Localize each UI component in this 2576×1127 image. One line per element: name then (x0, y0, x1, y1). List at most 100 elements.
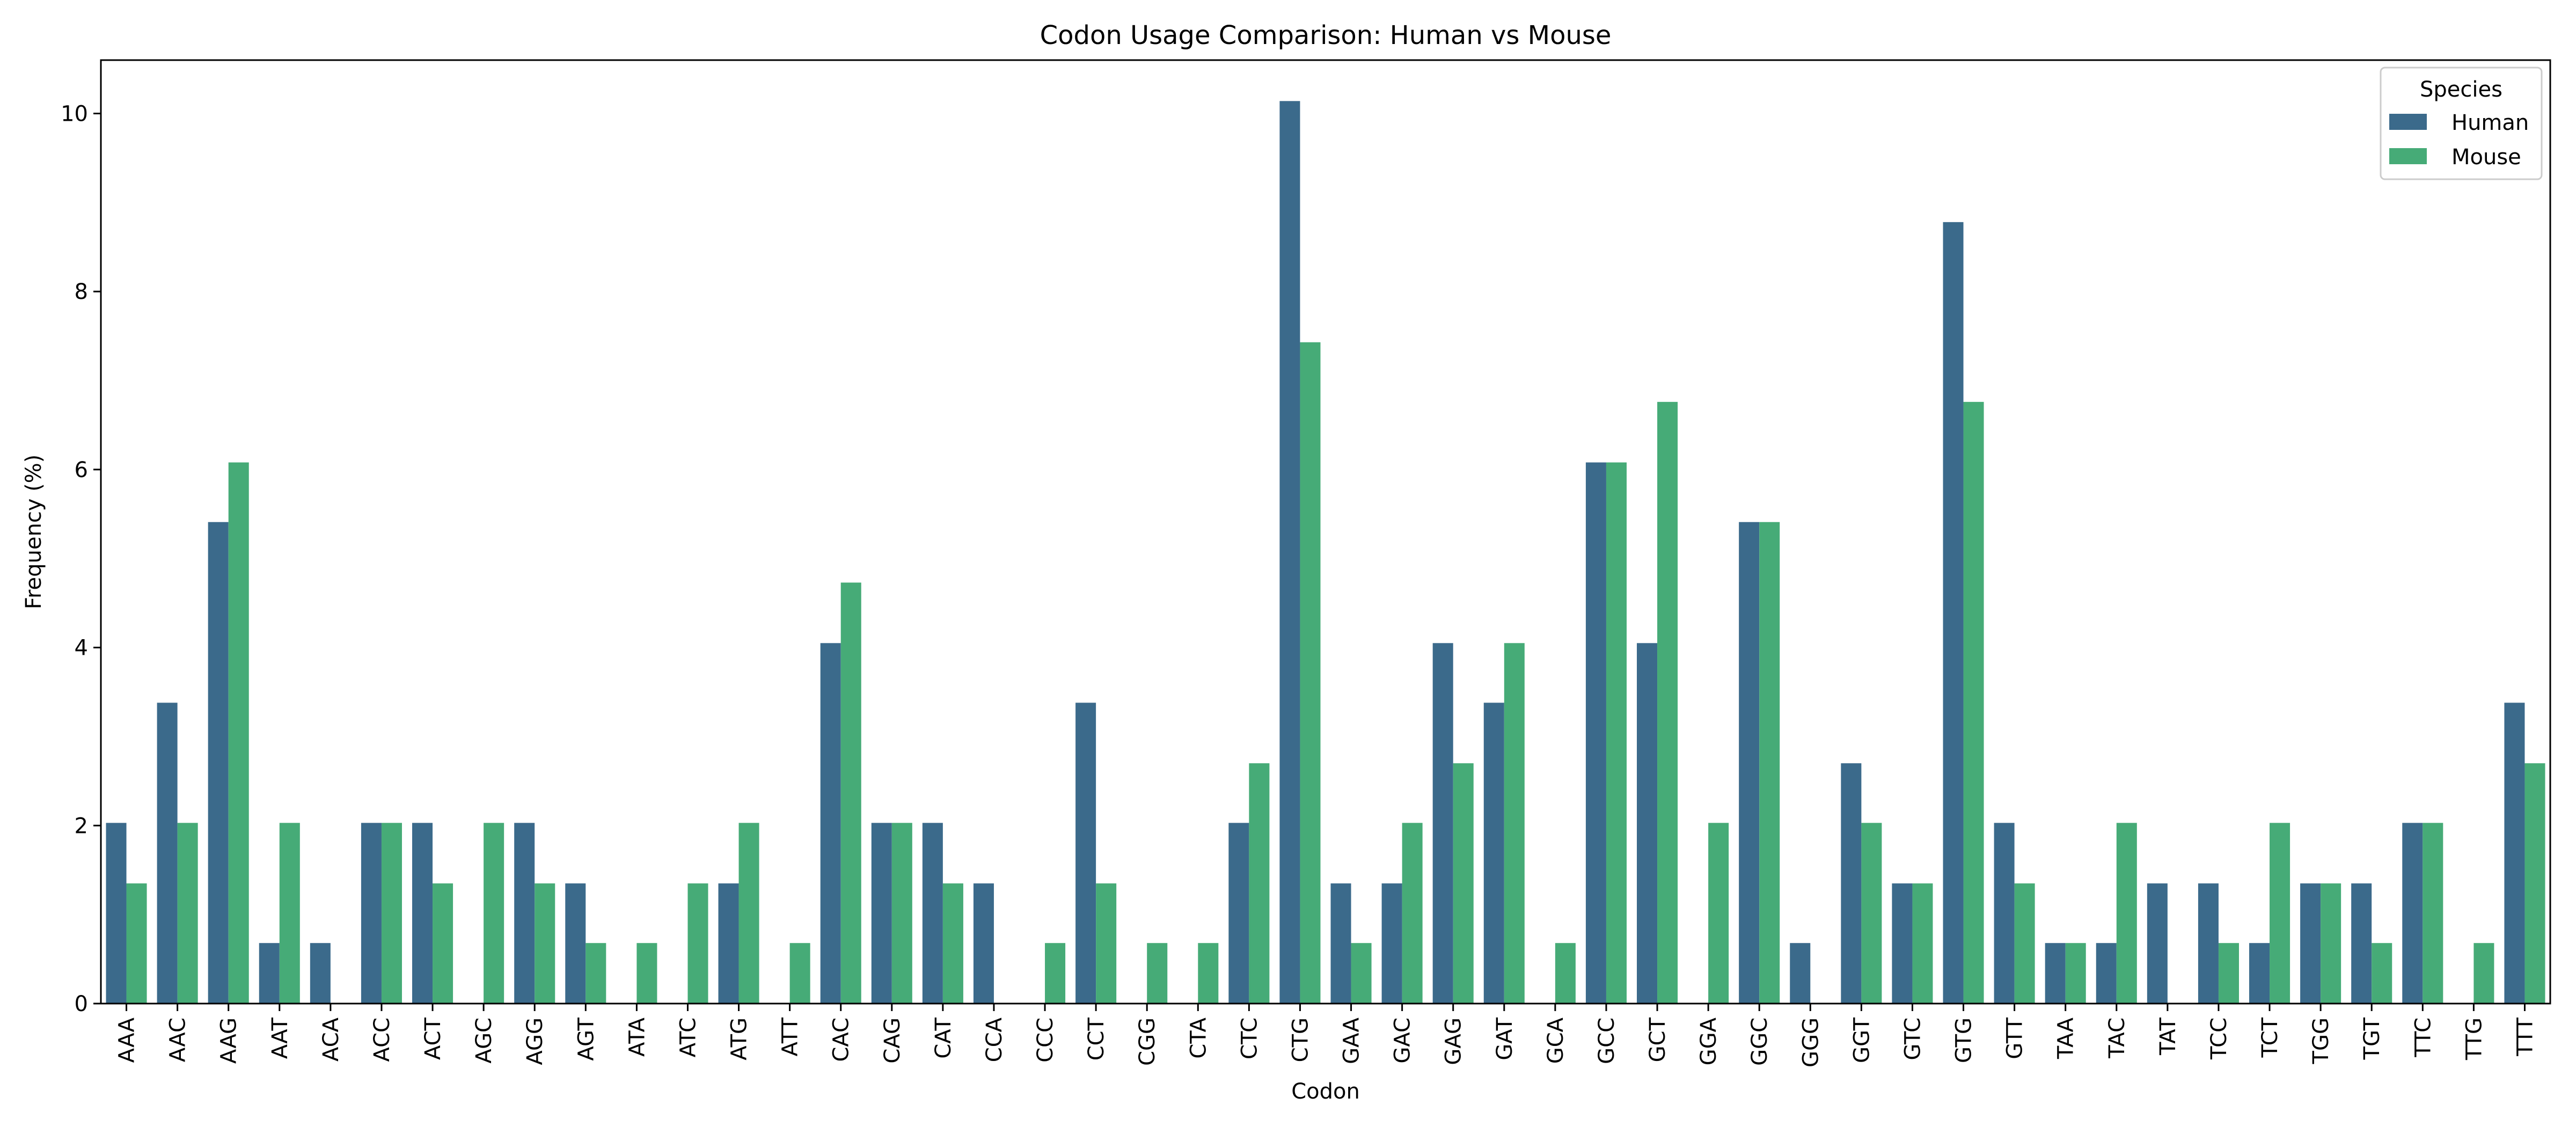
bar-mouse-ACT (433, 883, 453, 1004)
bar-mouse-ATA (636, 943, 657, 1004)
bar-mouse-GAT (1504, 643, 1525, 1004)
bar-mouse-TAC (2116, 823, 2137, 1004)
bar-human-AAA (106, 823, 127, 1004)
bar-human-ACA (310, 943, 331, 1004)
x-tick-label-CAG: CAG (880, 1018, 905, 1064)
bar-human-AAT (259, 943, 280, 1004)
y-axis: 0 2 4 6 8 10 (61, 102, 101, 1016)
bar-human-TCT (2249, 943, 2270, 1004)
x-tick-label-GGA: GGA (1696, 1017, 1721, 1065)
bar-human-GGG (1790, 943, 1811, 1004)
x-tick-label-CAT: CAT (931, 1017, 956, 1058)
x-tick-label-TAC: TAC (2105, 1018, 2129, 1059)
x-tick-label-AAG: AAG (217, 1018, 241, 1064)
x-tick-label-GAC: GAC (1391, 1018, 1415, 1064)
x-tick-label-GGC: GGC (1747, 1018, 1772, 1066)
legend[interactable]: Species Human Mouse (2380, 67, 2543, 180)
bar-mouse-ATC (687, 883, 708, 1004)
bar-human-GGT (1841, 763, 1862, 1004)
x-tick-label-CTC: CTC (1237, 1018, 1262, 1059)
bar-human-AGT (565, 883, 586, 1004)
x-tick-label-AGC: AGC (472, 1018, 496, 1064)
bar-human-TTT (2504, 702, 2525, 1004)
bar-human-CTG (1279, 101, 1300, 1004)
bar-human-AGG (514, 823, 535, 1004)
bar-human-CCT (1075, 702, 1096, 1004)
x-tick-label-TTG: TTG (2462, 1018, 2486, 1060)
y-tick-label: 6 (75, 458, 88, 482)
bar-human-GAT (1483, 702, 1504, 1004)
bar-human-TGG (2300, 883, 2321, 1004)
bar-human-CAC (820, 643, 841, 1004)
x-tick-label-CCC: CCC (1033, 1018, 1058, 1063)
bar-mouse-CCC (1045, 943, 1066, 1004)
bar-human-CTC (1228, 823, 1249, 1004)
legend-label-mouse: Mouse (2451, 145, 2521, 170)
plot-area (106, 101, 2545, 1004)
bar-human-GCT (1637, 643, 1658, 1004)
bar-mouse-GCC (1606, 462, 1627, 1004)
y-tick-label: 10 (61, 102, 88, 127)
x-tick-label-CGG: CGG (1135, 1018, 1160, 1066)
x-tick-label-CAC: CAC (829, 1018, 854, 1062)
legend-label-human: Human (2451, 111, 2529, 135)
bar-mouse-GGA (1708, 823, 1729, 1004)
bar-mouse-GAC (1402, 823, 1423, 1004)
bar-human-TCC (2198, 883, 2219, 1004)
bar-mouse-GGT (1861, 823, 1882, 1004)
bar-human-CAG (871, 823, 892, 1004)
bar-mouse-CCT (1096, 883, 1117, 1004)
bar-mouse-AAA (126, 883, 147, 1004)
bar-mouse-AAG (228, 462, 249, 1004)
bar-mouse-TGT (2372, 943, 2392, 1004)
x-tick-label-CCA: CCA (982, 1017, 1007, 1062)
bar-human-TAT (2147, 883, 2168, 1004)
bar-mouse-AGG (535, 883, 555, 1004)
x-tick-label-AAT: AAT (268, 1017, 292, 1059)
bar-human-TAC (2096, 943, 2117, 1004)
x-tick-label-TCT: TCT (2258, 1017, 2282, 1058)
bar-human-GTC (1892, 883, 1913, 1004)
bar-mouse-CAG (891, 823, 912, 1004)
x-tick-label-CTA: CTA (1186, 1017, 1211, 1058)
bar-mouse-GGC (1759, 522, 1780, 1004)
x-tick-label-TCC: TCC (2207, 1018, 2231, 1060)
x-axis: AAA AAC AAG AAT ACA ACC ACT AGC AGG AGT ATA ATC ATG A… (115, 1004, 2537, 1067)
x-tick-label-ATG: ATG (727, 1018, 752, 1060)
bar-mouse-TAA (2065, 943, 2086, 1004)
x-tick-label-ACT: ACT (421, 1017, 445, 1060)
plot-frame (100, 59, 2551, 1005)
bar-human-ATG (718, 883, 739, 1004)
x-tick-label-ATA: ATA (625, 1017, 649, 1057)
bar-mouse-ATT (789, 943, 810, 1004)
x-tick-label-GCA: GCA (1543, 1017, 1568, 1064)
x-tick-label-ATC: ATC (676, 1018, 700, 1057)
bar-mouse-TTC (2423, 823, 2443, 1004)
bar-mouse-GAG (1453, 763, 1474, 1004)
x-tick-label-GTT: GTT (2003, 1017, 2028, 1059)
x-tick-label-GTG: GTG (1952, 1018, 1977, 1063)
y-tick-label: 4 (75, 636, 88, 661)
bar-human-TTC (2402, 823, 2423, 1004)
x-tick-label-TGT: TGT (2360, 1017, 2384, 1060)
bar-mouse-CTC (1249, 763, 1270, 1004)
y-tick-label: 0 (75, 992, 88, 1016)
x-tick-label-GAG: GAG (1441, 1018, 1466, 1065)
x-tick-label-CTG: CTG (1288, 1018, 1313, 1062)
chart-title: Codon Usage Comparison: Human vs Mouse (1040, 20, 1612, 50)
y-tick-label: 2 (75, 814, 88, 838)
bar-human-GCC (1585, 462, 1606, 1004)
bar-mouse-AGT (586, 943, 606, 1004)
bar-human-GTT (1994, 823, 2015, 1004)
x-tick-label-GAA: GAA (1340, 1017, 1364, 1064)
legend-title: Species (2420, 77, 2502, 102)
x-tick-label-ACC: ACC (370, 1018, 394, 1062)
bar-human-TGT (2351, 883, 2372, 1004)
bar-human-CCA (973, 883, 994, 1004)
y-tick-label: 8 (75, 280, 88, 304)
x-tick-label-AAC: AAC (166, 1018, 191, 1062)
bar-mouse-AAT (279, 823, 300, 1004)
x-tick-label-ATT: ATT (778, 1017, 803, 1056)
x-tick-label-TTC: TTC (2411, 1018, 2435, 1058)
